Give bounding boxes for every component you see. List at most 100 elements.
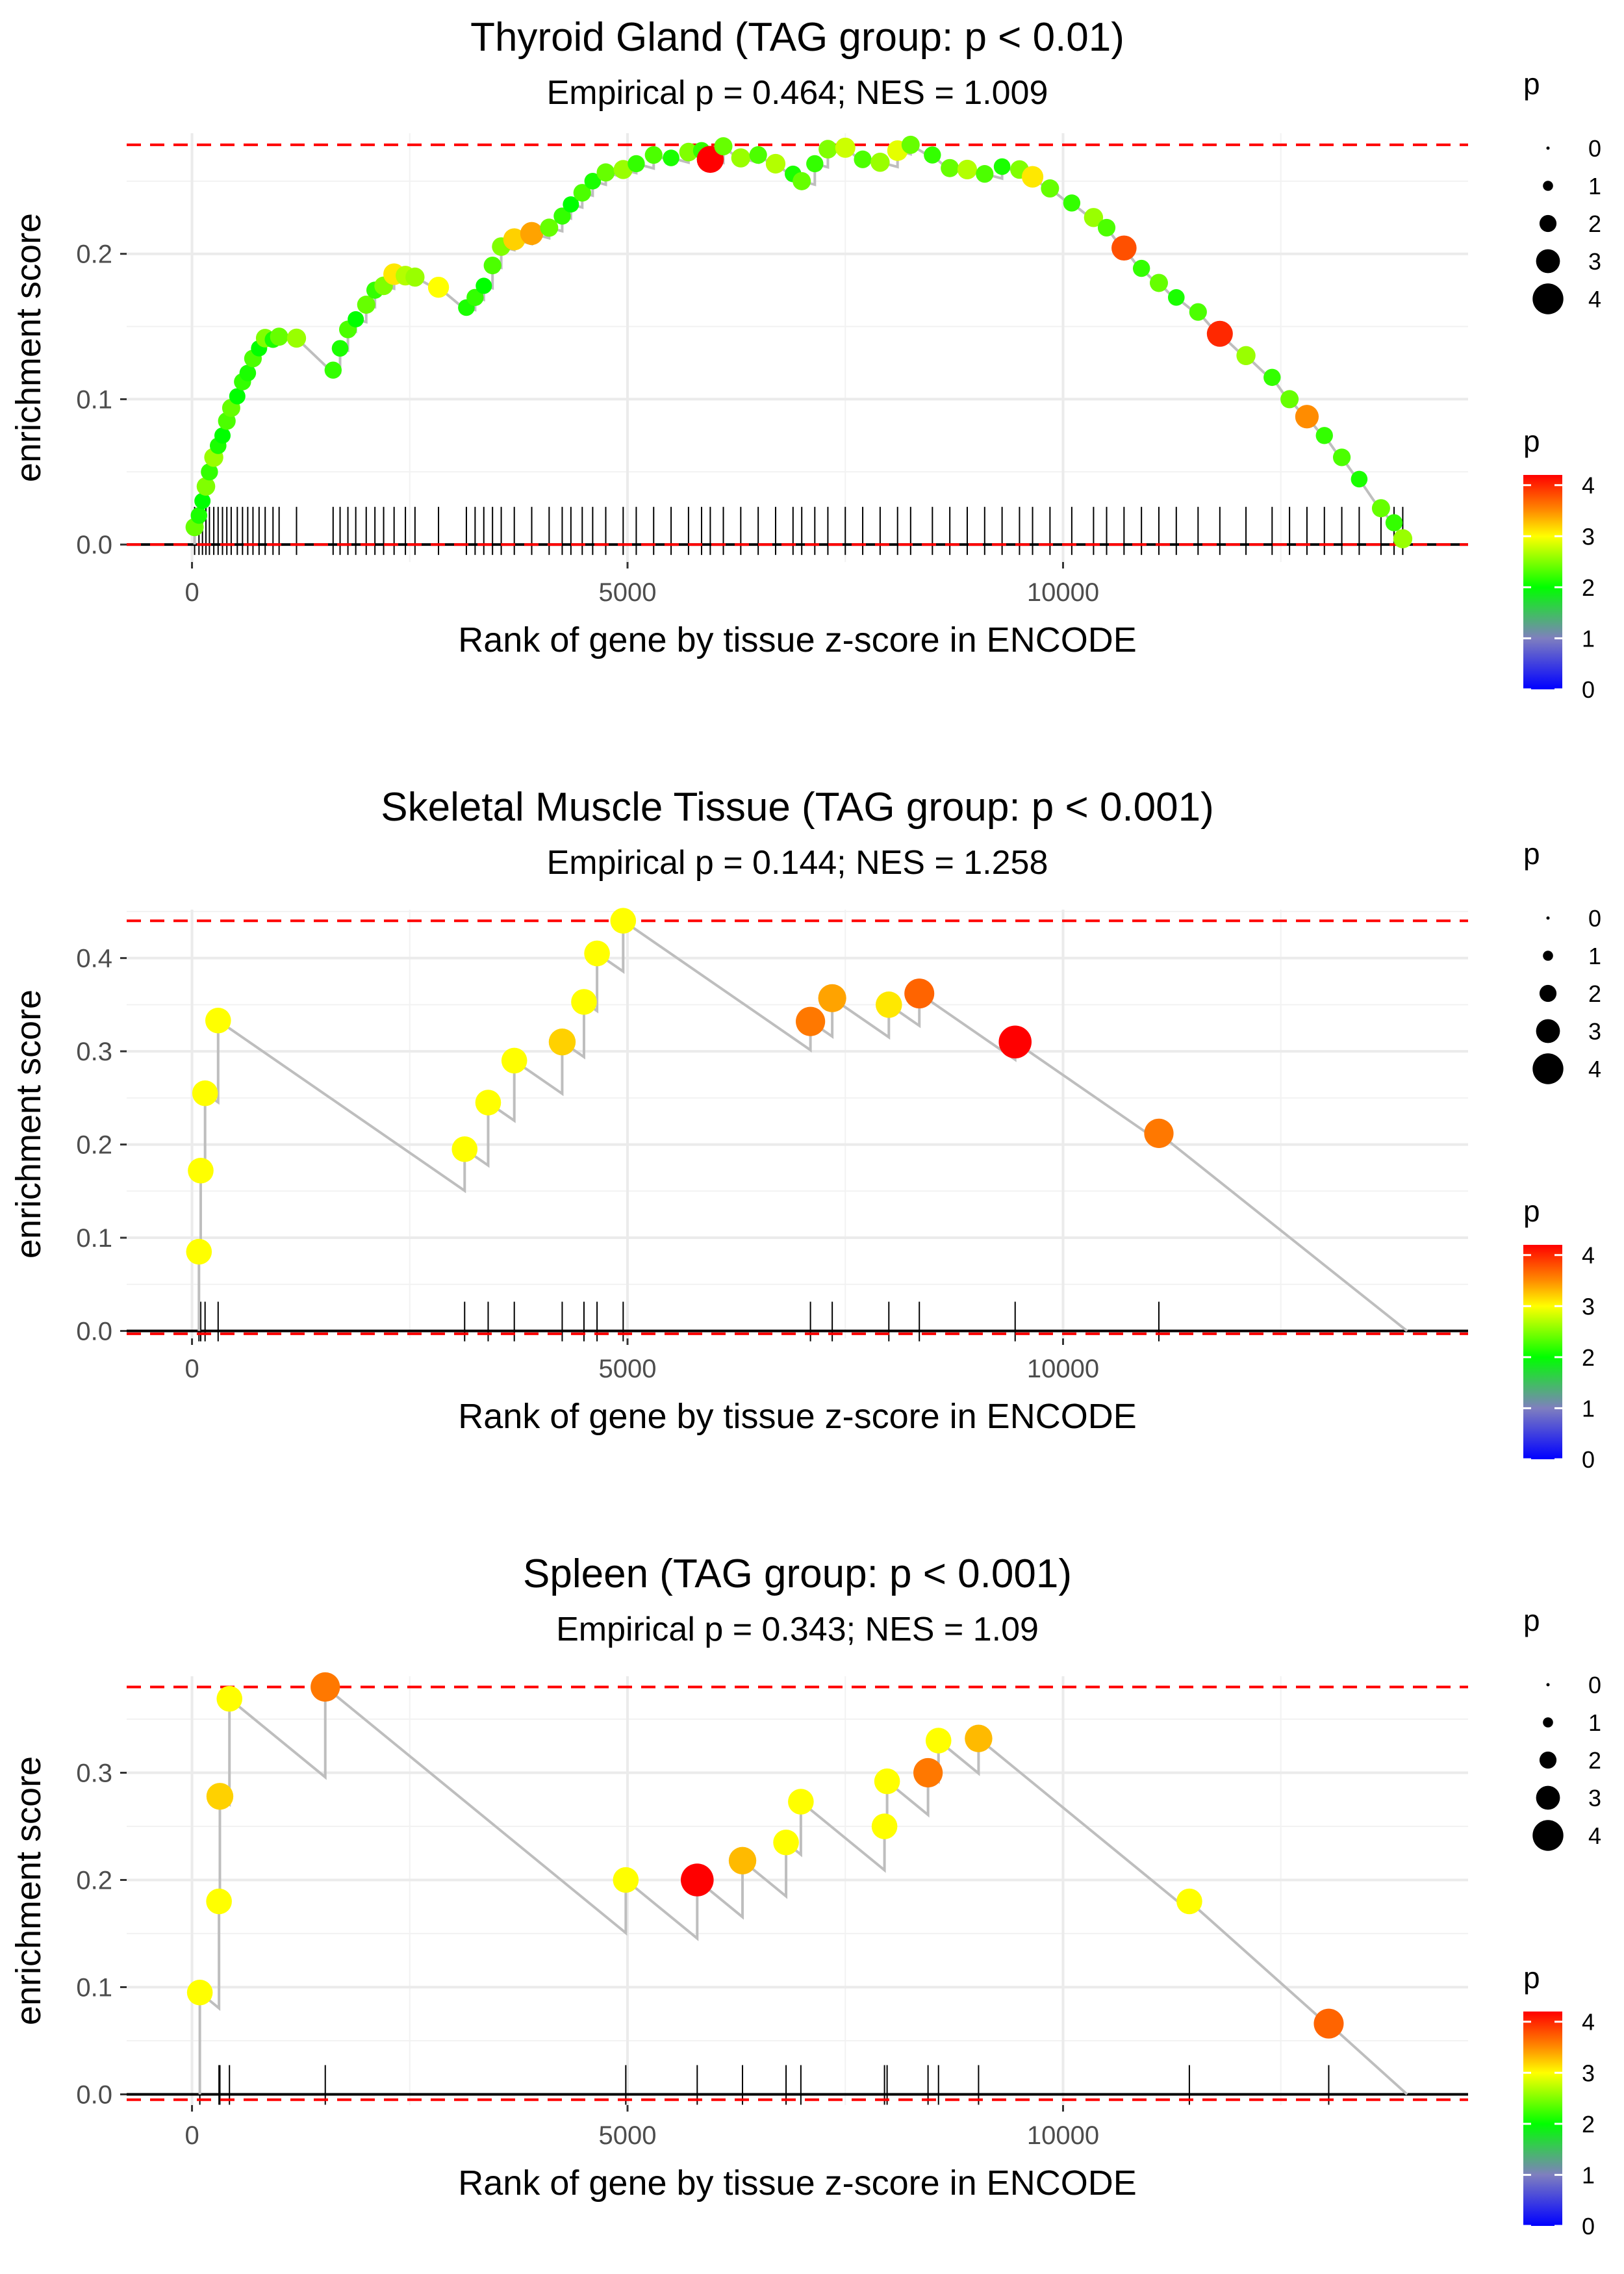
- chart-subtitle: Empirical p = 0.144; NES = 1.258: [547, 844, 1048, 882]
- data-point: [1371, 499, 1390, 518]
- data-points: [186, 1672, 1344, 2039]
- size-legend-label: 1: [1588, 173, 1601, 199]
- data-point: [875, 991, 902, 1018]
- data-point: [924, 146, 941, 164]
- size-legend-key: [1543, 181, 1553, 191]
- size-legend-title: p: [1523, 837, 1540, 871]
- data-point: [186, 1979, 213, 2006]
- data-point: [584, 940, 610, 967]
- colorbar-label: 2: [1582, 574, 1595, 601]
- color-legend-title: p: [1523, 1194, 1540, 1228]
- data-point: [998, 1025, 1032, 1059]
- data-point: [644, 146, 663, 164]
- data-point: [216, 1685, 243, 1712]
- data-point: [206, 1783, 234, 1810]
- data-point: [1206, 320, 1233, 347]
- data-point: [1167, 289, 1185, 306]
- data-point: [957, 159, 978, 180]
- size-legend-label: 0: [1588, 1672, 1601, 1698]
- data-point: [1280, 390, 1299, 409]
- data-point: [965, 1724, 993, 1752]
- data-point: [229, 388, 246, 405]
- size-legend-key: [1543, 1717, 1553, 1728]
- gridlines: [127, 133, 1468, 562]
- size-legend-label: 3: [1588, 248, 1601, 275]
- y-tick-label: 0.4: [76, 945, 112, 973]
- data-point: [1021, 166, 1044, 188]
- data-point: [1097, 218, 1116, 237]
- colorbar: [1523, 2012, 1562, 2226]
- data-point: [854, 150, 872, 168]
- data-point: [788, 1789, 814, 1815]
- color-legend: p 4 3 2 1 0: [1523, 1194, 1595, 1473]
- data-point: [728, 1846, 757, 1874]
- size-legend-key: [1546, 146, 1550, 150]
- data-point: [331, 340, 349, 357]
- colorbar-label: 1: [1582, 1395, 1595, 1422]
- panel-2: Skeletal Muscle Tissue (TAG group: p < 0…: [9, 785, 1601, 1473]
- x-axis-title: Rank of gene by tissue z-score in ENCODE: [458, 1397, 1136, 1436]
- data-point: [194, 492, 211, 509]
- data-point: [548, 1028, 576, 1056]
- y-tick-label: 0.1: [76, 385, 112, 414]
- color-legend: p 4 3 2 1 0: [1523, 424, 1595, 703]
- data-point: [765, 153, 786, 174]
- data-point: [1189, 303, 1207, 321]
- data-point: [913, 1757, 943, 1788]
- chart-title: Spleen (TAG group: p < 0.001): [523, 1552, 1072, 1596]
- x-tick-label: 10000: [1027, 2121, 1099, 2150]
- size-legend: p 0 1 2 3 4: [1523, 1603, 1601, 1851]
- data-point: [796, 1006, 826, 1036]
- size-legend-key: [1546, 916, 1550, 920]
- data-point: [596, 163, 615, 182]
- y-tick-label: 0.1: [76, 1224, 112, 1253]
- size-legend-label: 0: [1588, 135, 1601, 162]
- size-legend-key: [1539, 214, 1557, 233]
- colorbar: [1523, 1245, 1562, 1459]
- colorbar-label: 4: [1582, 1242, 1595, 1269]
- size-legend-label: 4: [1588, 1056, 1601, 1082]
- y-tick-label: 0.0: [76, 531, 112, 559]
- y-axis-title: enrichment score: [9, 1756, 48, 2025]
- colorbar-label: 0: [1582, 2213, 1595, 2240]
- size-legend: p 0 1 2 3 4: [1523, 837, 1601, 1084]
- x-tick-label: 0: [184, 1355, 199, 1383]
- colorbar-label: 3: [1582, 1293, 1595, 1320]
- data-point: [196, 477, 216, 496]
- data-point: [749, 146, 767, 164]
- data-point: [348, 311, 364, 327]
- data-point: [818, 140, 837, 159]
- data-point: [201, 463, 218, 481]
- data-point: [1393, 529, 1413, 548]
- colorbar-label: 2: [1582, 2111, 1595, 2138]
- gridlines: [127, 910, 1468, 1338]
- size-legend-key: [1543, 951, 1553, 961]
- data-point: [874, 1768, 900, 1795]
- data-point: [553, 207, 571, 225]
- data-point: [714, 137, 733, 156]
- data-point: [613, 1867, 639, 1893]
- enrichment-running-line: [198, 1684, 1408, 2095]
- colorbar-label: 4: [1582, 472, 1595, 499]
- data-point: [520, 222, 544, 246]
- data-point: [793, 172, 811, 190]
- x-axis-title: Rank of gene by tissue z-score in ENCODE: [458, 620, 1136, 659]
- data-point: [1144, 1118, 1174, 1148]
- data-point: [1111, 235, 1137, 261]
- data-point: [1315, 427, 1333, 444]
- data-point: [731, 148, 751, 168]
- data-point: [1313, 2008, 1344, 2039]
- y-tick-label: 0.2: [76, 1131, 112, 1160]
- colorbar-label: 1: [1582, 625, 1595, 652]
- data-points: [185, 135, 1413, 548]
- size-legend-label: 4: [1588, 1822, 1601, 1849]
- y-tick-label: 0.2: [76, 240, 112, 269]
- size-legend-key: [1532, 1820, 1564, 1851]
- size-legend-key: [1532, 1053, 1564, 1084]
- size-legend-label: 2: [1588, 1747, 1601, 1774]
- colorbar-label: 1: [1582, 2162, 1595, 2188]
- data-point: [806, 155, 824, 173]
- data-point: [214, 427, 231, 444]
- data-point: [628, 155, 645, 173]
- data-point: [1351, 470, 1368, 488]
